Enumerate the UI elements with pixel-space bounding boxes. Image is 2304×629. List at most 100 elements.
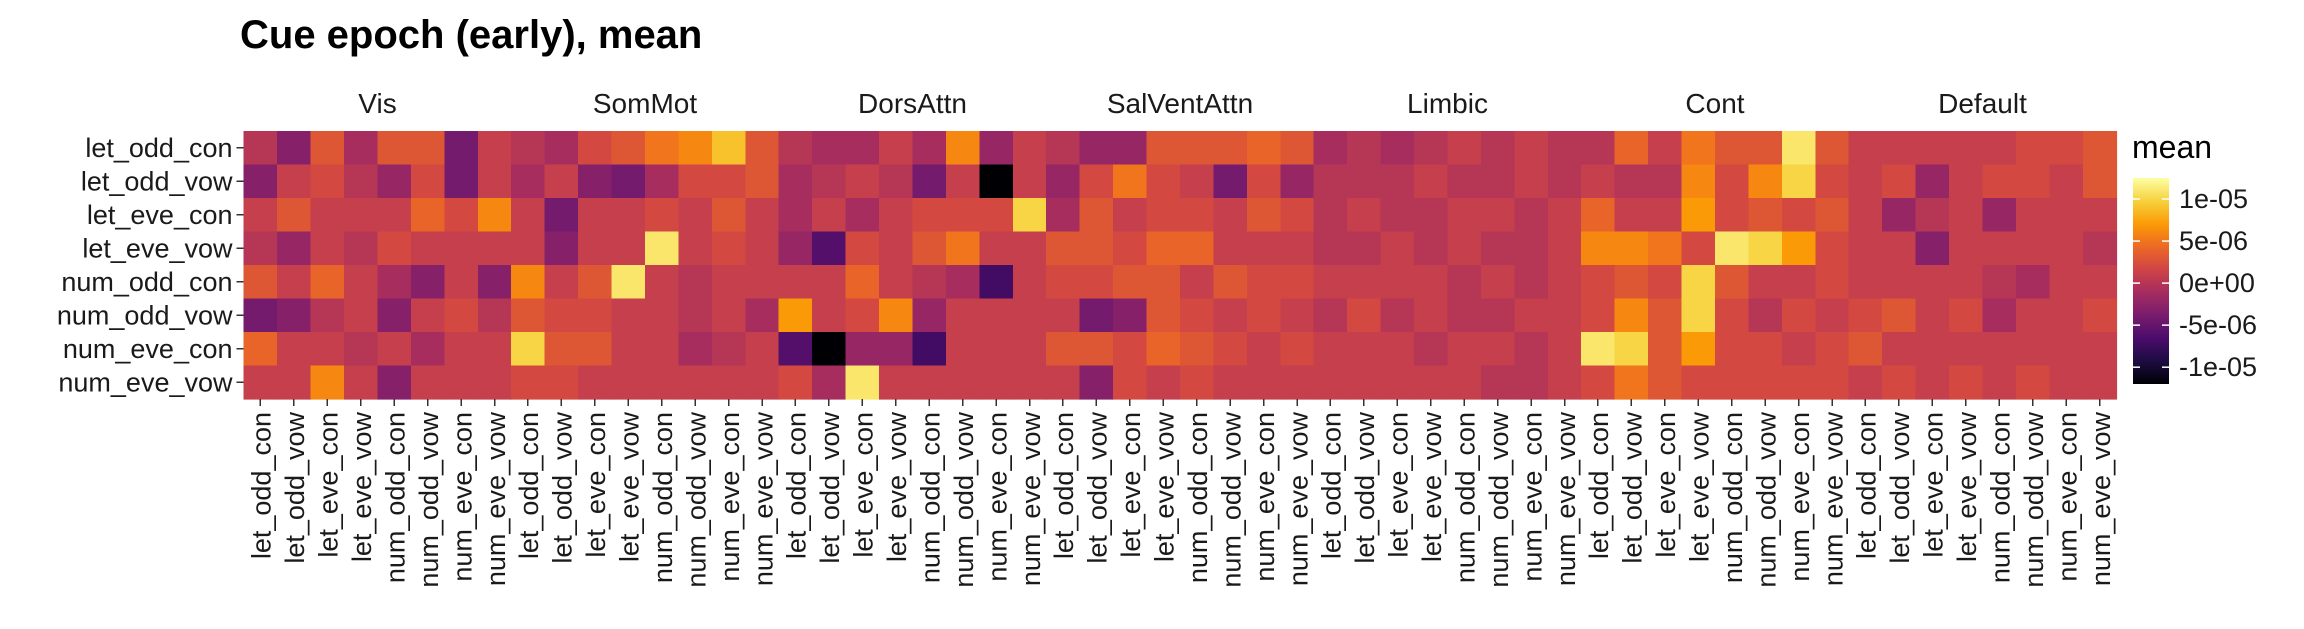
heatmap-cell: [1079, 265, 1114, 300]
heatmap-cell: [1514, 265, 1549, 300]
y-tick-label: let_odd_con: [85, 133, 232, 163]
heatmap-cell: [544, 365, 579, 400]
heatmap-cell: [1514, 332, 1549, 367]
heatmap-cell: [1949, 332, 1984, 367]
heatmap-cell: [1213, 332, 1248, 367]
heatmap-cell: [1146, 365, 1181, 400]
heatmap-cell: [1213, 198, 1248, 233]
heatmap-cell: [979, 231, 1014, 266]
heatmap-cell: [1815, 198, 1850, 233]
x-tick-label: let_odd_vow: [1617, 412, 1647, 564]
heatmap-cell: [1815, 265, 1850, 300]
heatmap-cell: [1079, 198, 1114, 233]
heatmap-cell: [1180, 198, 1215, 233]
heatmap-cell: [1681, 198, 1716, 233]
heatmap-cell: [544, 231, 579, 266]
x-tick-label: let_eve_con: [1651, 412, 1681, 558]
heatmap-cell: [611, 131, 646, 166]
x-tick-label: num_eve_vow: [1551, 412, 1581, 587]
x-tick-label: let_odd_con: [1316, 412, 1346, 559]
heatmap-cell: [1548, 332, 1583, 367]
x-tick-label: num_eve_vow: [1016, 412, 1046, 587]
heatmap-cell: [1514, 198, 1549, 233]
heatmap-cell: [645, 365, 680, 400]
heatmap-cell: [1548, 131, 1583, 166]
heatmap-cell: [1380, 164, 1415, 199]
heatmap-cell: [611, 332, 646, 367]
x-tick-label: let_eve_vow: [882, 412, 912, 563]
heatmap-cell: [478, 198, 513, 233]
heatmap-cell: [645, 298, 680, 333]
heatmap-cell: [1347, 265, 1382, 300]
heatmap-cell: [645, 131, 680, 166]
heatmap-cell: [1414, 164, 1449, 199]
heatmap-cell: [243, 332, 278, 367]
heatmap-cell: [1782, 298, 1817, 333]
heatmap-cell: [444, 365, 479, 400]
heatmap-cell: [2083, 164, 2118, 199]
x-tick-label: num_eve_con: [982, 412, 1012, 582]
heatmap-cell: [712, 365, 747, 400]
heatmap-cell: [1247, 198, 1282, 233]
facet-strip-label: Limbic: [1407, 88, 1488, 119]
facet-strip-label: Default: [1938, 88, 2027, 119]
heatmap-cell: [2083, 365, 2118, 400]
heatmap-cell: [1882, 198, 1917, 233]
heatmap-cell: [243, 231, 278, 266]
heatmap-cell: [979, 332, 1014, 367]
x-tick-label: let_odd_vow: [1350, 412, 1380, 564]
heatmap-cell: [778, 265, 813, 300]
heatmap-cell: [1648, 164, 1683, 199]
heatmap-cell: [912, 164, 947, 199]
heatmap-cell: [1079, 131, 1114, 166]
heatmap-cell: [1681, 365, 1716, 400]
heatmap-cell: [1681, 164, 1716, 199]
heatmap-cell: [1146, 231, 1181, 266]
heatmap-cell: [879, 164, 914, 199]
heatmap-cell: [1481, 231, 1516, 266]
heatmap-cell: [2083, 298, 2118, 333]
heatmap-cell: [444, 131, 479, 166]
heatmap-cell: [1715, 231, 1750, 266]
heatmap-cell: [1447, 198, 1482, 233]
heatmap-cell: [1614, 198, 1649, 233]
heatmap-cell: [745, 298, 780, 333]
x-tick-label: let_eve_vow: [1149, 412, 1179, 563]
heatmap-cell: [1447, 164, 1482, 199]
heatmap-cell: [1247, 298, 1282, 333]
x-tick-label: num_odd_con: [1985, 412, 2015, 583]
heatmap-cell: [1046, 365, 1081, 400]
heatmap-cell: [2016, 198, 2051, 233]
heatmap-cell: [544, 332, 579, 367]
heatmap-cell: [1748, 332, 1783, 367]
heatmap-cell: [1046, 131, 1081, 166]
heatmap-cell: [578, 164, 613, 199]
heatmap-cell: [1882, 164, 1917, 199]
heatmap-cell: [778, 131, 813, 166]
heatmap-cell: [1782, 231, 1817, 266]
heatmap-cell: [1213, 265, 1248, 300]
heatmap-cell: [611, 164, 646, 199]
heatmap-cell: [778, 231, 813, 266]
x-tick-label: num_eve_con: [1517, 412, 1547, 582]
heatmap-cell: [1280, 131, 1315, 166]
heatmap-cell: [1982, 231, 2017, 266]
heatmap-cell: [277, 198, 312, 233]
heatmap-cell: [678, 298, 713, 333]
heatmap-cell: [1447, 365, 1482, 400]
heatmap-cell: [912, 365, 947, 400]
heatmap-cell: [1915, 131, 1950, 166]
heatmap-cell: [1848, 164, 1883, 199]
facet-strip-label: SalVentAttn: [1107, 88, 1253, 119]
heatmap-cell: [2049, 131, 2084, 166]
heatmap-cell: [1113, 131, 1148, 166]
heatmap-cell: [1681, 131, 1716, 166]
heatmap-cell: [1949, 131, 1984, 166]
heatmap-cell: [1949, 164, 1984, 199]
heatmap-cell: [912, 131, 947, 166]
heatmap-cell: [778, 198, 813, 233]
heatmap-cell: [1782, 365, 1817, 400]
heatmap-cell: [1882, 298, 1917, 333]
